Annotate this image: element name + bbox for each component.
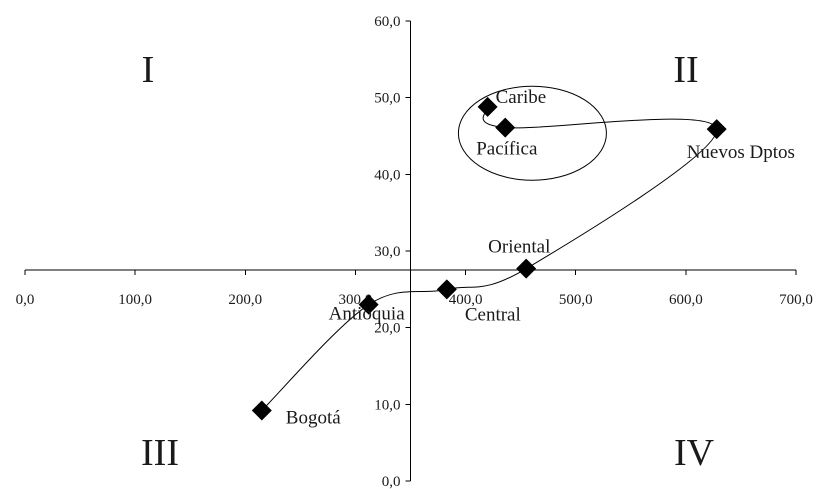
point-label-nuevos-dptos: Nuevos Dptos [687,142,795,163]
point-label-caribe: Caribe [496,87,547,108]
quadrant-label-4: IV [674,432,715,474]
y-tick-label: 0,0 [382,474,401,489]
point-marker-bogota [251,400,272,421]
y-tick-label: 50,0 [374,91,400,107]
point-label-pacifica: Pacífica [476,139,538,160]
y-tick-label: 30,0 [374,244,400,260]
point-label-oriental: Oriental [488,237,550,258]
x-tick-label: 600,0 [669,292,703,308]
x-tick-label: 200,0 [228,292,262,308]
quadrant-label-1: I [142,49,155,91]
x-tick-label: 400,0 [449,292,483,308]
y-tick-label: 20,0 [374,321,400,337]
point-label-central: Central [465,304,521,325]
quadrant-label-2: II [673,49,698,91]
point-marker-pacifica [495,117,516,138]
y-tick-label: 60,0 [374,14,400,30]
point-marker-central [436,279,457,300]
point-marker-oriental [516,258,537,279]
highlight-ellipse-caribe-pacifica [457,85,607,181]
quadrant-label-3: III [141,432,179,474]
y-tick-label: 40,0 [374,167,400,183]
point-marker-antioquia [358,294,379,315]
point-marker-nuevos-dptos [706,119,727,140]
point-marker-caribe [477,96,498,117]
point-label-antioquia: Antioquia [329,304,406,325]
x-tick-label: 0,0 [16,292,35,308]
x-tick-label: 500,0 [559,292,593,308]
x-tick-label: 700,0 [779,292,813,308]
y-tick-label: 10,0 [374,397,400,413]
point-label-bogota: Bogotá [286,407,341,428]
x-tick-label: 100,0 [118,292,152,308]
